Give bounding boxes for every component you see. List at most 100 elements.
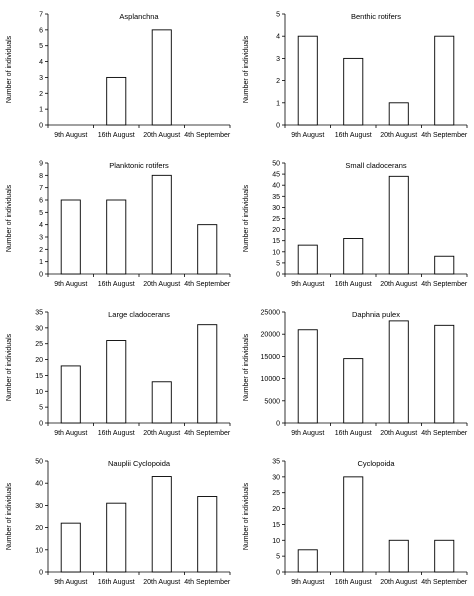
bar-planktonic-rotifers-4th-september: [197, 224, 218, 275]
y-axis-label: Number of individuals: [6, 333, 13, 401]
x-tick-label: 16th August: [335, 430, 372, 437]
y-axis-label: Number of individuals: [6, 482, 13, 550]
y-tick-label: 3: [39, 75, 43, 82]
bar-asplanchna-16th-august: [106, 76, 127, 126]
y-tick-label: 5: [276, 260, 280, 267]
bar-daphnia-pulex-16th-august: [343, 358, 364, 424]
y-tick-label: 5: [39, 43, 43, 50]
chart-title: Planktonic rotifers: [109, 161, 169, 170]
x-tick-label: 20th August: [143, 430, 180, 437]
y-axis-label: Number of individuals: [6, 184, 13, 252]
chart-svg-daphnia-pulex: Daphnia pulex Number of individuals 0 5000 1…: [243, 310, 468, 438]
x-tick-label: 16th August: [98, 430, 135, 437]
chart-svg-asplanchna: Asplanchna Number of individuals 0 1 2 3 4 5 6 7 9…: [6, 12, 231, 140]
bar-large-cladocerans-4th-september: [197, 324, 218, 424]
x-tick-label: 9th August: [54, 430, 87, 437]
x-tick-label: 4th September: [184, 430, 231, 437]
y-tick-label: 35: [35, 310, 43, 317]
bar-benthic-rotifers-20th-august: [388, 102, 409, 126]
y-axis-label: Number of individuals: [243, 482, 250, 550]
y-tick-label: 15: [35, 373, 43, 380]
x-tick-label: 4th September: [184, 132, 231, 139]
chart-title: Cyclopoida: [357, 459, 395, 468]
bar-benthic-rotifers-16th-august: [343, 57, 364, 126]
chart-svg-large-cladocerans: Large cladocerans Number of individuals 0 5…: [6, 310, 231, 438]
x-tick-label: 4th September: [421, 430, 468, 437]
y-tick-label: 0: [39, 123, 43, 130]
y-tick-label: 7: [39, 185, 43, 192]
y-tick-label: 8: [39, 173, 43, 180]
x-tick-label: 16th August: [98, 281, 135, 288]
bar-nauplii-cyclopoida-9th-august: [60, 522, 81, 573]
chart-title: Daphnia pulex: [352, 310, 400, 319]
bar-nauplii-cyclopoida-4th-september: [197, 496, 218, 573]
x-tick-label: 9th August: [291, 132, 324, 139]
chart-large-cladocerans: Large cladocerans Number of individuals 0 5…: [0, 298, 237, 447]
x-tick-label: 4th September: [184, 579, 231, 586]
chart-svg-benthic-rotifers: Benthic rotifers Number of individuals 0 1 2…: [243, 12, 468, 140]
bar-large-cladocerans-9th-august: [60, 365, 81, 424]
bar-planktonic-rotifers-16th-august: [106, 199, 127, 275]
y-tick-label: 40: [272, 183, 280, 190]
y-tick-label: 20: [272, 227, 280, 234]
y-tick-label: 5: [39, 210, 43, 217]
x-tick-label: 20th August: [143, 132, 180, 139]
bar-cyclopoida-4th-september: [434, 539, 455, 573]
bar-small-cladocerans-4th-september: [434, 255, 455, 275]
bar-planktonic-rotifers-9th-august: [60, 199, 81, 275]
x-tick-label: 9th August: [54, 579, 87, 586]
bar-large-cladocerans-16th-august: [106, 340, 127, 424]
y-axis-label: Number of individuals: [243, 333, 250, 401]
chart-svg-nauplii-cyclopoida: Nauplii Cyclopoida Number of individuals 0…: [6, 459, 231, 587]
chart-small-cladocerans: Small cladocerans Number of individuals 0 5…: [237, 149, 474, 298]
y-tick-label: 5: [276, 554, 280, 561]
y-tick-label: 3: [39, 235, 43, 242]
chart-svg-planktonic-rotifers: Planktonic rotifers Number of individuals…: [6, 161, 231, 289]
x-tick-label: 9th August: [291, 579, 324, 586]
x-tick-label: 9th August: [291, 281, 324, 288]
x-tick-label: 16th August: [98, 132, 135, 139]
y-tick-label: 6: [39, 27, 43, 34]
y-tick-label: 9: [39, 161, 43, 168]
bar-small-cladocerans-9th-august: [297, 244, 318, 275]
y-tick-label: 20: [272, 506, 280, 513]
x-tick-label: 16th August: [335, 281, 372, 288]
bar-benthic-rotifers-4th-september: [434, 35, 455, 126]
y-tick-label: 2: [276, 78, 280, 85]
x-tick-label: 20th August: [380, 579, 417, 586]
x-tick-label: 20th August: [380, 132, 417, 139]
x-tick-label: 16th August: [335, 132, 372, 139]
y-tick-label: 25: [272, 216, 280, 223]
y-tick-label: 40: [35, 481, 43, 488]
y-tick-label: 2: [39, 247, 43, 254]
y-tick-label: 10: [272, 538, 280, 545]
chart-cyclopoida: Cyclopoida Number of individuals 0 5 10 15 20 2…: [237, 447, 474, 596]
chart-asplanchna: Asplanchna Number of individuals 0 1 2 3 4 5 6 7 9…: [0, 0, 237, 149]
y-tick-label: 0: [276, 421, 280, 428]
bar-cyclopoida-9th-august: [297, 549, 318, 573]
y-tick-label: 35: [272, 194, 280, 201]
bar-benthic-rotifers-9th-august: [297, 35, 318, 126]
y-tick-label: 10: [35, 389, 43, 396]
bar-small-cladocerans-20th-august: [388, 175, 409, 275]
y-tick-label: 4: [39, 222, 43, 229]
y-axis-label: Number of individuals: [243, 35, 250, 103]
chart-nauplii-cyclopoida: Nauplii Cyclopoida Number of individuals 0…: [0, 447, 237, 596]
bar-planktonic-rotifers-20th-august: [151, 174, 172, 275]
bar-cyclopoida-16th-august: [343, 476, 364, 573]
bar-daphnia-pulex-20th-august: [388, 320, 409, 424]
x-tick-label: 20th August: [380, 281, 417, 288]
chart-daphnia-pulex: Daphnia pulex Number of individuals 0 5000 1…: [237, 298, 474, 447]
y-tick-label: 4: [39, 59, 43, 66]
bar-nauplii-cyclopoida-16th-august: [106, 502, 127, 573]
x-tick-label: 9th August: [54, 281, 87, 288]
y-tick-label: 1: [276, 100, 280, 107]
bar-asplanchna-20th-august: [151, 29, 172, 126]
chart-title: Large cladocerans: [108, 310, 170, 319]
x-tick-label: 20th August: [143, 281, 180, 288]
x-tick-label: 4th September: [421, 579, 468, 586]
y-tick-label: 10: [272, 249, 280, 256]
x-tick-label: 20th August: [143, 579, 180, 586]
bar-cyclopoida-20th-august: [388, 539, 409, 573]
y-tick-label: 50: [272, 161, 280, 168]
